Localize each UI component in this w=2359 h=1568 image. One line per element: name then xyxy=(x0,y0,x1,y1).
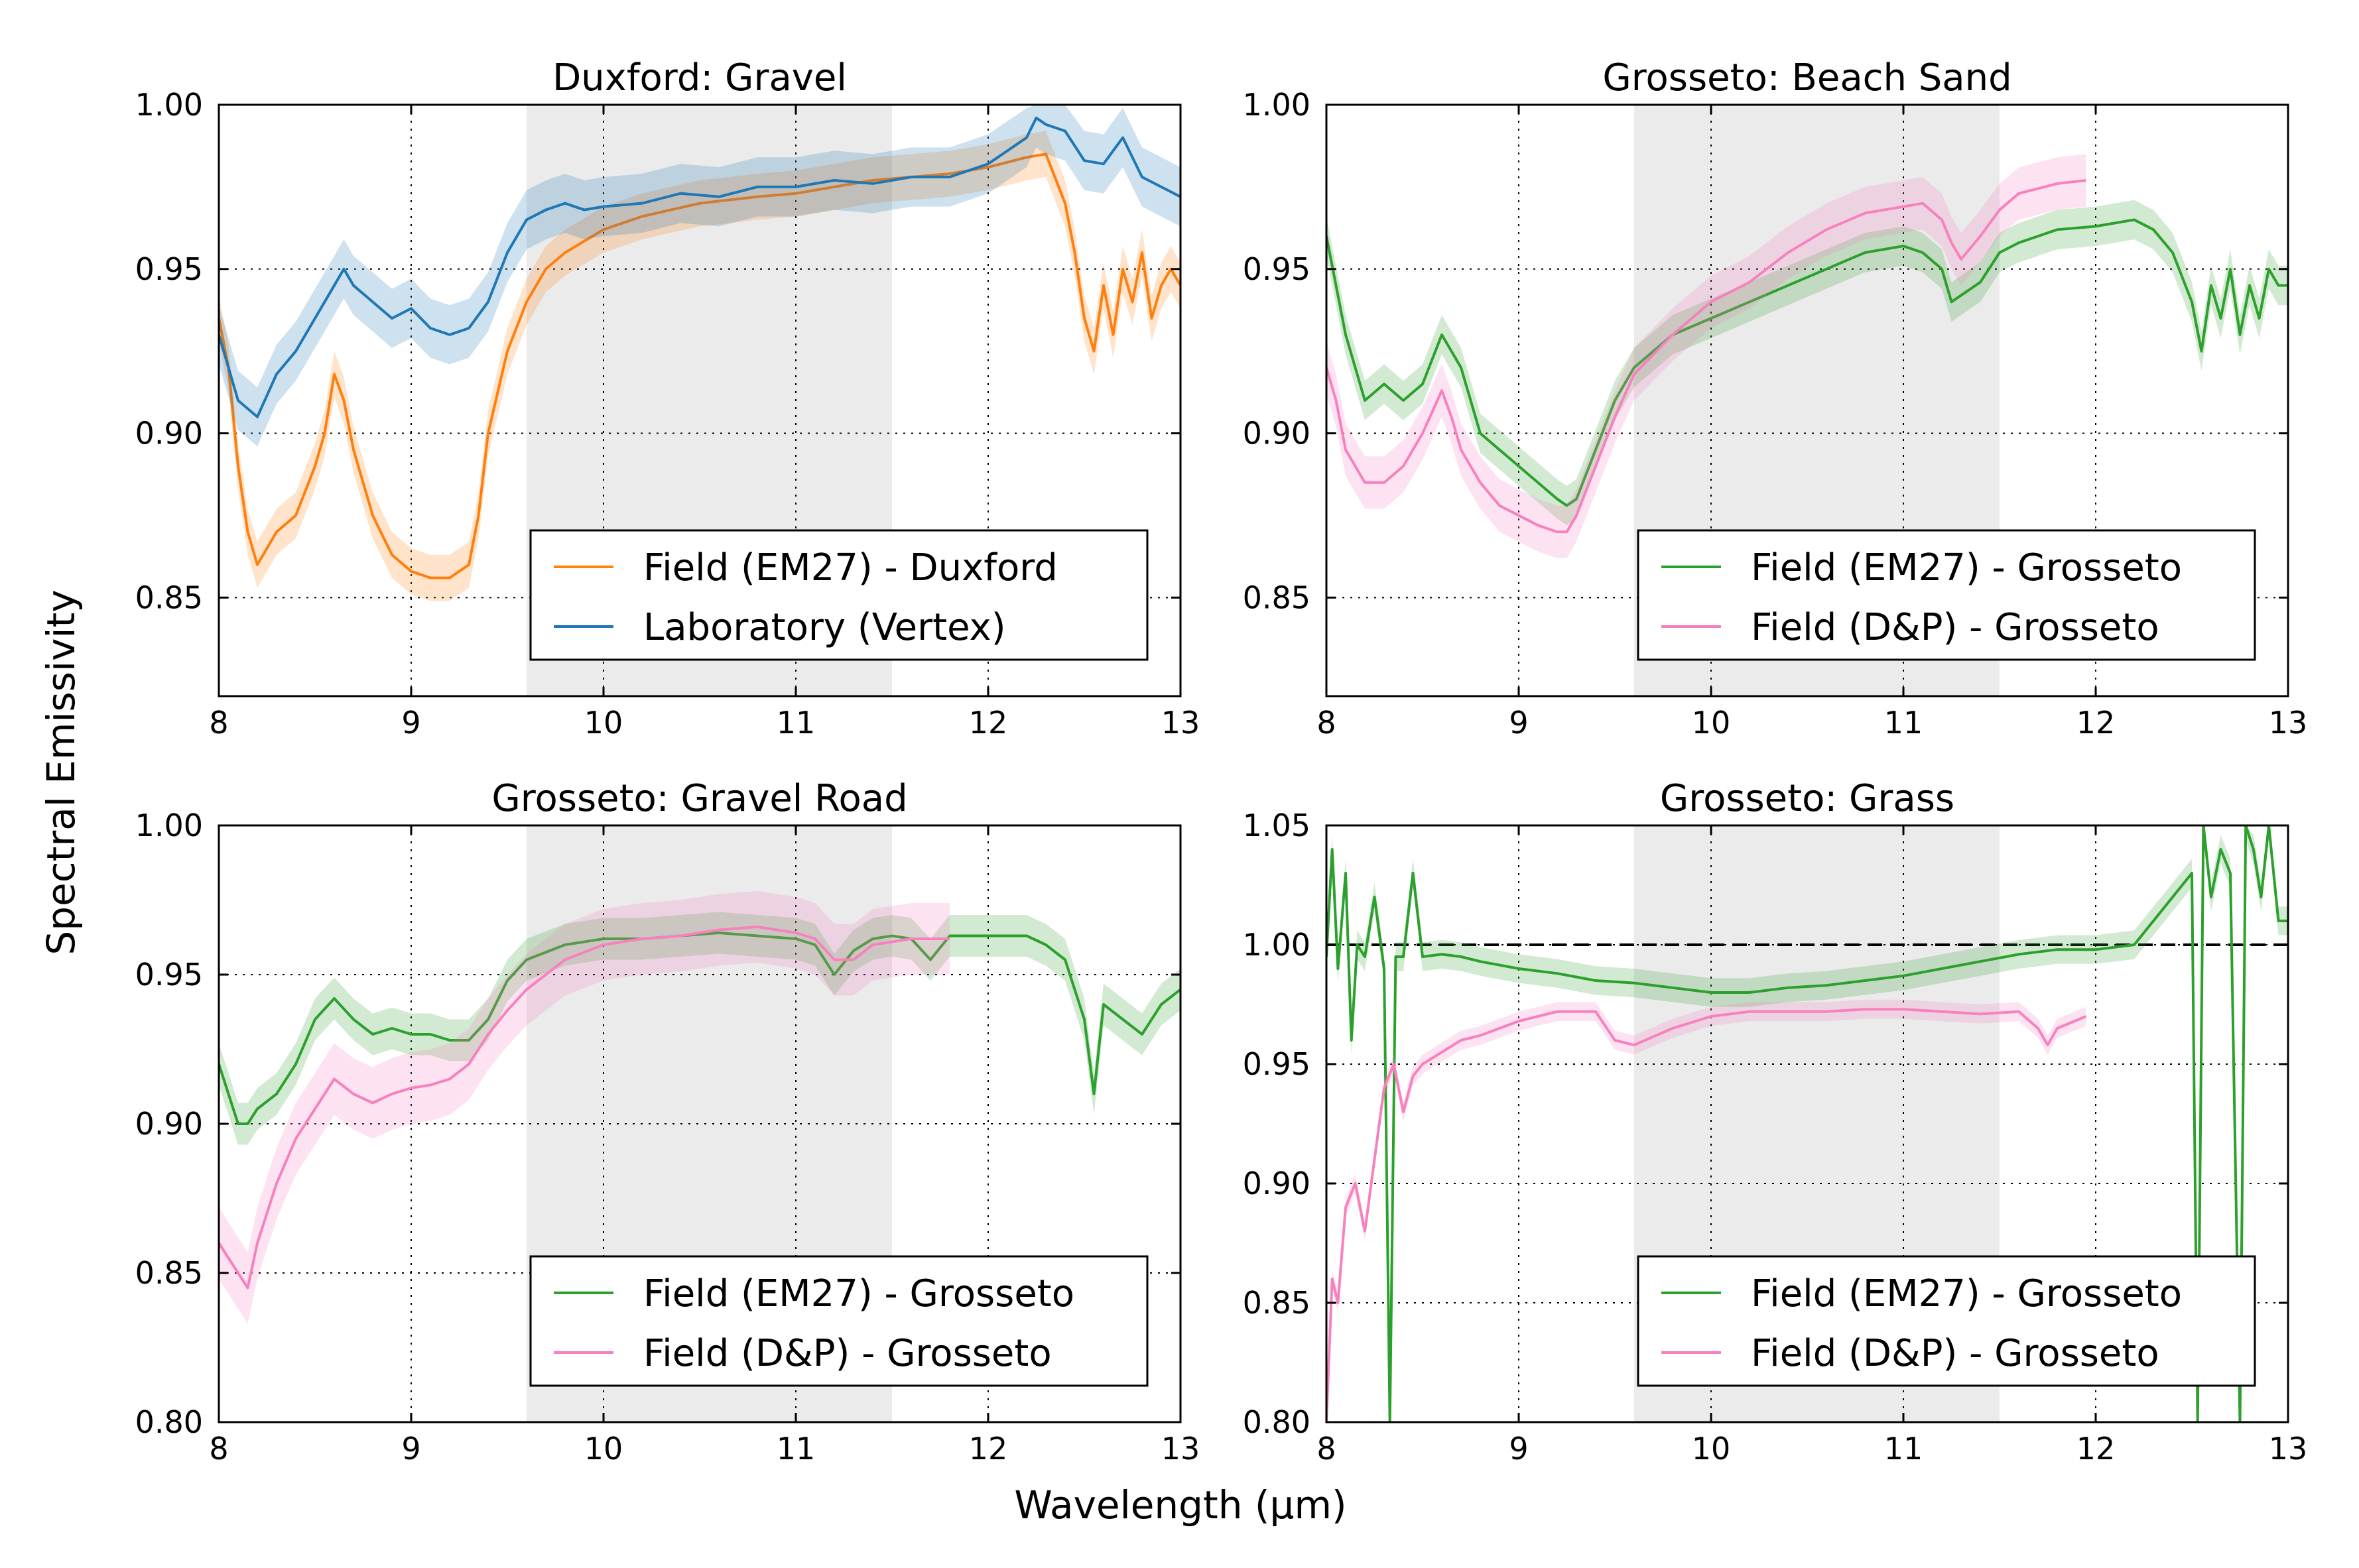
x-tick-label: 13 xyxy=(2269,1431,2308,1467)
x-tick-label: 12 xyxy=(969,1431,1008,1467)
x-tick-label: 8 xyxy=(1316,1431,1336,1467)
x-tick-label: 13 xyxy=(2269,705,2308,741)
y-tick-label: 0.95 xyxy=(135,957,203,993)
series-band-1 xyxy=(219,912,1180,1145)
x-tick-label: 10 xyxy=(1692,705,1731,741)
legend: Field (EM27) - Duxford Laboratory (Vertex… xyxy=(529,529,1149,661)
y-tick-label: 0.90 xyxy=(1243,416,1310,452)
series-line-1 xyxy=(1326,825,2288,1422)
y-tick-label: 0.85 xyxy=(135,579,203,615)
x-tick-label: 11 xyxy=(777,1431,816,1467)
plot-frame xyxy=(1325,103,2289,697)
legend: Field (EM27) - Grosseto Field (D&P) - Gro… xyxy=(1637,1255,2256,1387)
x-tick-label: 10 xyxy=(1692,1431,1731,1467)
grid xyxy=(219,105,1180,696)
y-tick-label: 0.95 xyxy=(135,251,203,287)
x-axis-label: Wavelength (μm) xyxy=(1014,1482,1346,1528)
y-axis-label: Spectral Emissivity xyxy=(38,589,84,955)
legend-entry-label: Field (EM27) - Grosseto xyxy=(643,1272,1074,1315)
legend-box xyxy=(529,529,1149,661)
series-band-1 xyxy=(219,131,1180,601)
series-group xyxy=(1326,825,2288,1422)
x-tick-label: 12 xyxy=(969,705,1008,741)
panel-4: 8 9 10 11 12 13 0.80 0.85 0.90 0.95 1.00 1.05 Grosse… xyxy=(1243,777,2308,1467)
series-line-1 xyxy=(219,152,1180,579)
series-line-2 xyxy=(219,116,1180,418)
legend-entry-label: Laboratory (Vertex) xyxy=(643,606,1006,649)
y-tick-label: 0.95 xyxy=(1243,1046,1310,1082)
legend-box xyxy=(529,1255,1149,1387)
series-band-2 xyxy=(1326,154,2086,558)
series-line-2 xyxy=(219,926,950,1290)
x-tick-label: 11 xyxy=(1884,705,1923,741)
x-tick-label: 9 xyxy=(401,705,420,741)
legend-entry-label: Field (EM27) - Grosseto xyxy=(1751,1272,2182,1315)
legend-entry-label: Field (D&P) - Grosseto xyxy=(1751,606,2159,649)
y-tick-label: 0.85 xyxy=(1243,1285,1310,1321)
x-tick-label: 8 xyxy=(1316,705,1336,741)
y-tick-label: 1.00 xyxy=(1243,927,1310,963)
series-band-1 xyxy=(1326,200,2288,526)
y-tick-label: 0.90 xyxy=(135,416,203,452)
x-tick-label: 8 xyxy=(209,1431,228,1467)
panel-title: Grosseto: Beach Sand xyxy=(1602,56,2011,99)
panel-title: Grosseto: Grass xyxy=(1660,777,1954,820)
legend-entry-label: Field (D&P) - Grosseto xyxy=(643,1332,1052,1375)
grid xyxy=(1326,105,2288,696)
y-tick-label: 1.05 xyxy=(1243,808,1310,843)
y-tick-label: 1.00 xyxy=(1243,87,1310,123)
y-tick-label: 1.00 xyxy=(135,808,203,843)
series-line-1 xyxy=(1326,218,2288,507)
plot-frame xyxy=(1325,824,2289,1423)
x-tick-label: 9 xyxy=(1509,705,1528,741)
legend: Field (EM27) - Grosseto Field (D&P) - Gro… xyxy=(529,1255,1149,1387)
y-tick-label: 1.00 xyxy=(135,87,203,123)
y-tick-label: 0.85 xyxy=(1243,579,1310,615)
x-tick-label: 9 xyxy=(1509,1431,1528,1467)
series-band-2 xyxy=(219,891,950,1324)
x-tick-label: 9 xyxy=(401,1431,420,1467)
x-tick-label: 10 xyxy=(584,1431,623,1467)
series-band-2 xyxy=(219,105,1180,447)
legend-entry-label: Field (EM27) - Grosseto xyxy=(1751,546,2182,589)
x-tick-label: 11 xyxy=(1884,1431,1923,1467)
y-tick-label: 0.90 xyxy=(1243,1166,1310,1201)
x-tick-label: 10 xyxy=(584,705,623,741)
x-tick-label: 11 xyxy=(777,705,816,741)
legend-box xyxy=(1637,529,2256,661)
x-tick-label: 13 xyxy=(1161,1431,1200,1467)
panel-title: Duxford: Gravel xyxy=(552,56,847,99)
legend-entry-label: Field (D&P) - Grosseto xyxy=(1751,1332,2159,1375)
x-tick-label: 13 xyxy=(1161,705,1200,741)
y-tick-label: 0.95 xyxy=(1243,251,1310,287)
grid xyxy=(219,825,1180,1422)
x-tick-label: 8 xyxy=(209,705,228,741)
plot-frame xyxy=(218,103,1182,697)
legend-box xyxy=(1637,1255,2256,1387)
series-line-2 xyxy=(1326,178,2086,534)
series-group xyxy=(219,105,1180,601)
y-tick-label: 0.80 xyxy=(1243,1404,1310,1440)
legend-entry-label: Field (EM27) - Duxford xyxy=(643,546,1058,589)
x-tick-label: 12 xyxy=(2076,705,2116,741)
panel-1: 8 9 10 11 12 13 0.85 0.90 0.95 1.00 Duxford: Grave… xyxy=(135,56,1200,741)
series-group xyxy=(1326,154,2288,558)
panel-2: 8 9 10 11 12 13 0.85 0.90 0.95 1.00 Grosseto: Beac… xyxy=(1243,56,2308,741)
series-line-2 xyxy=(1326,1008,2087,1422)
y-tick-label: 0.85 xyxy=(135,1255,203,1291)
y-tick-label: 0.80 xyxy=(135,1404,203,1440)
panel-title: Grosseto: Gravel Road xyxy=(491,777,907,820)
x-tick-label: 12 xyxy=(2076,1431,2116,1467)
y-tick-label: 0.90 xyxy=(135,1106,203,1142)
panels-group: 8 9 10 11 12 13 0.85 0.90 0.95 1.00 Duxford: Grave… xyxy=(135,56,2308,1467)
series-group xyxy=(219,891,1180,1324)
legend: Field (EM27) - Grosseto Field (D&P) - Gro… xyxy=(1637,529,2256,661)
panel-3: 8 9 10 11 12 13 0.80 0.85 0.90 0.95 1.00 Grosseto: … xyxy=(135,777,1200,1467)
